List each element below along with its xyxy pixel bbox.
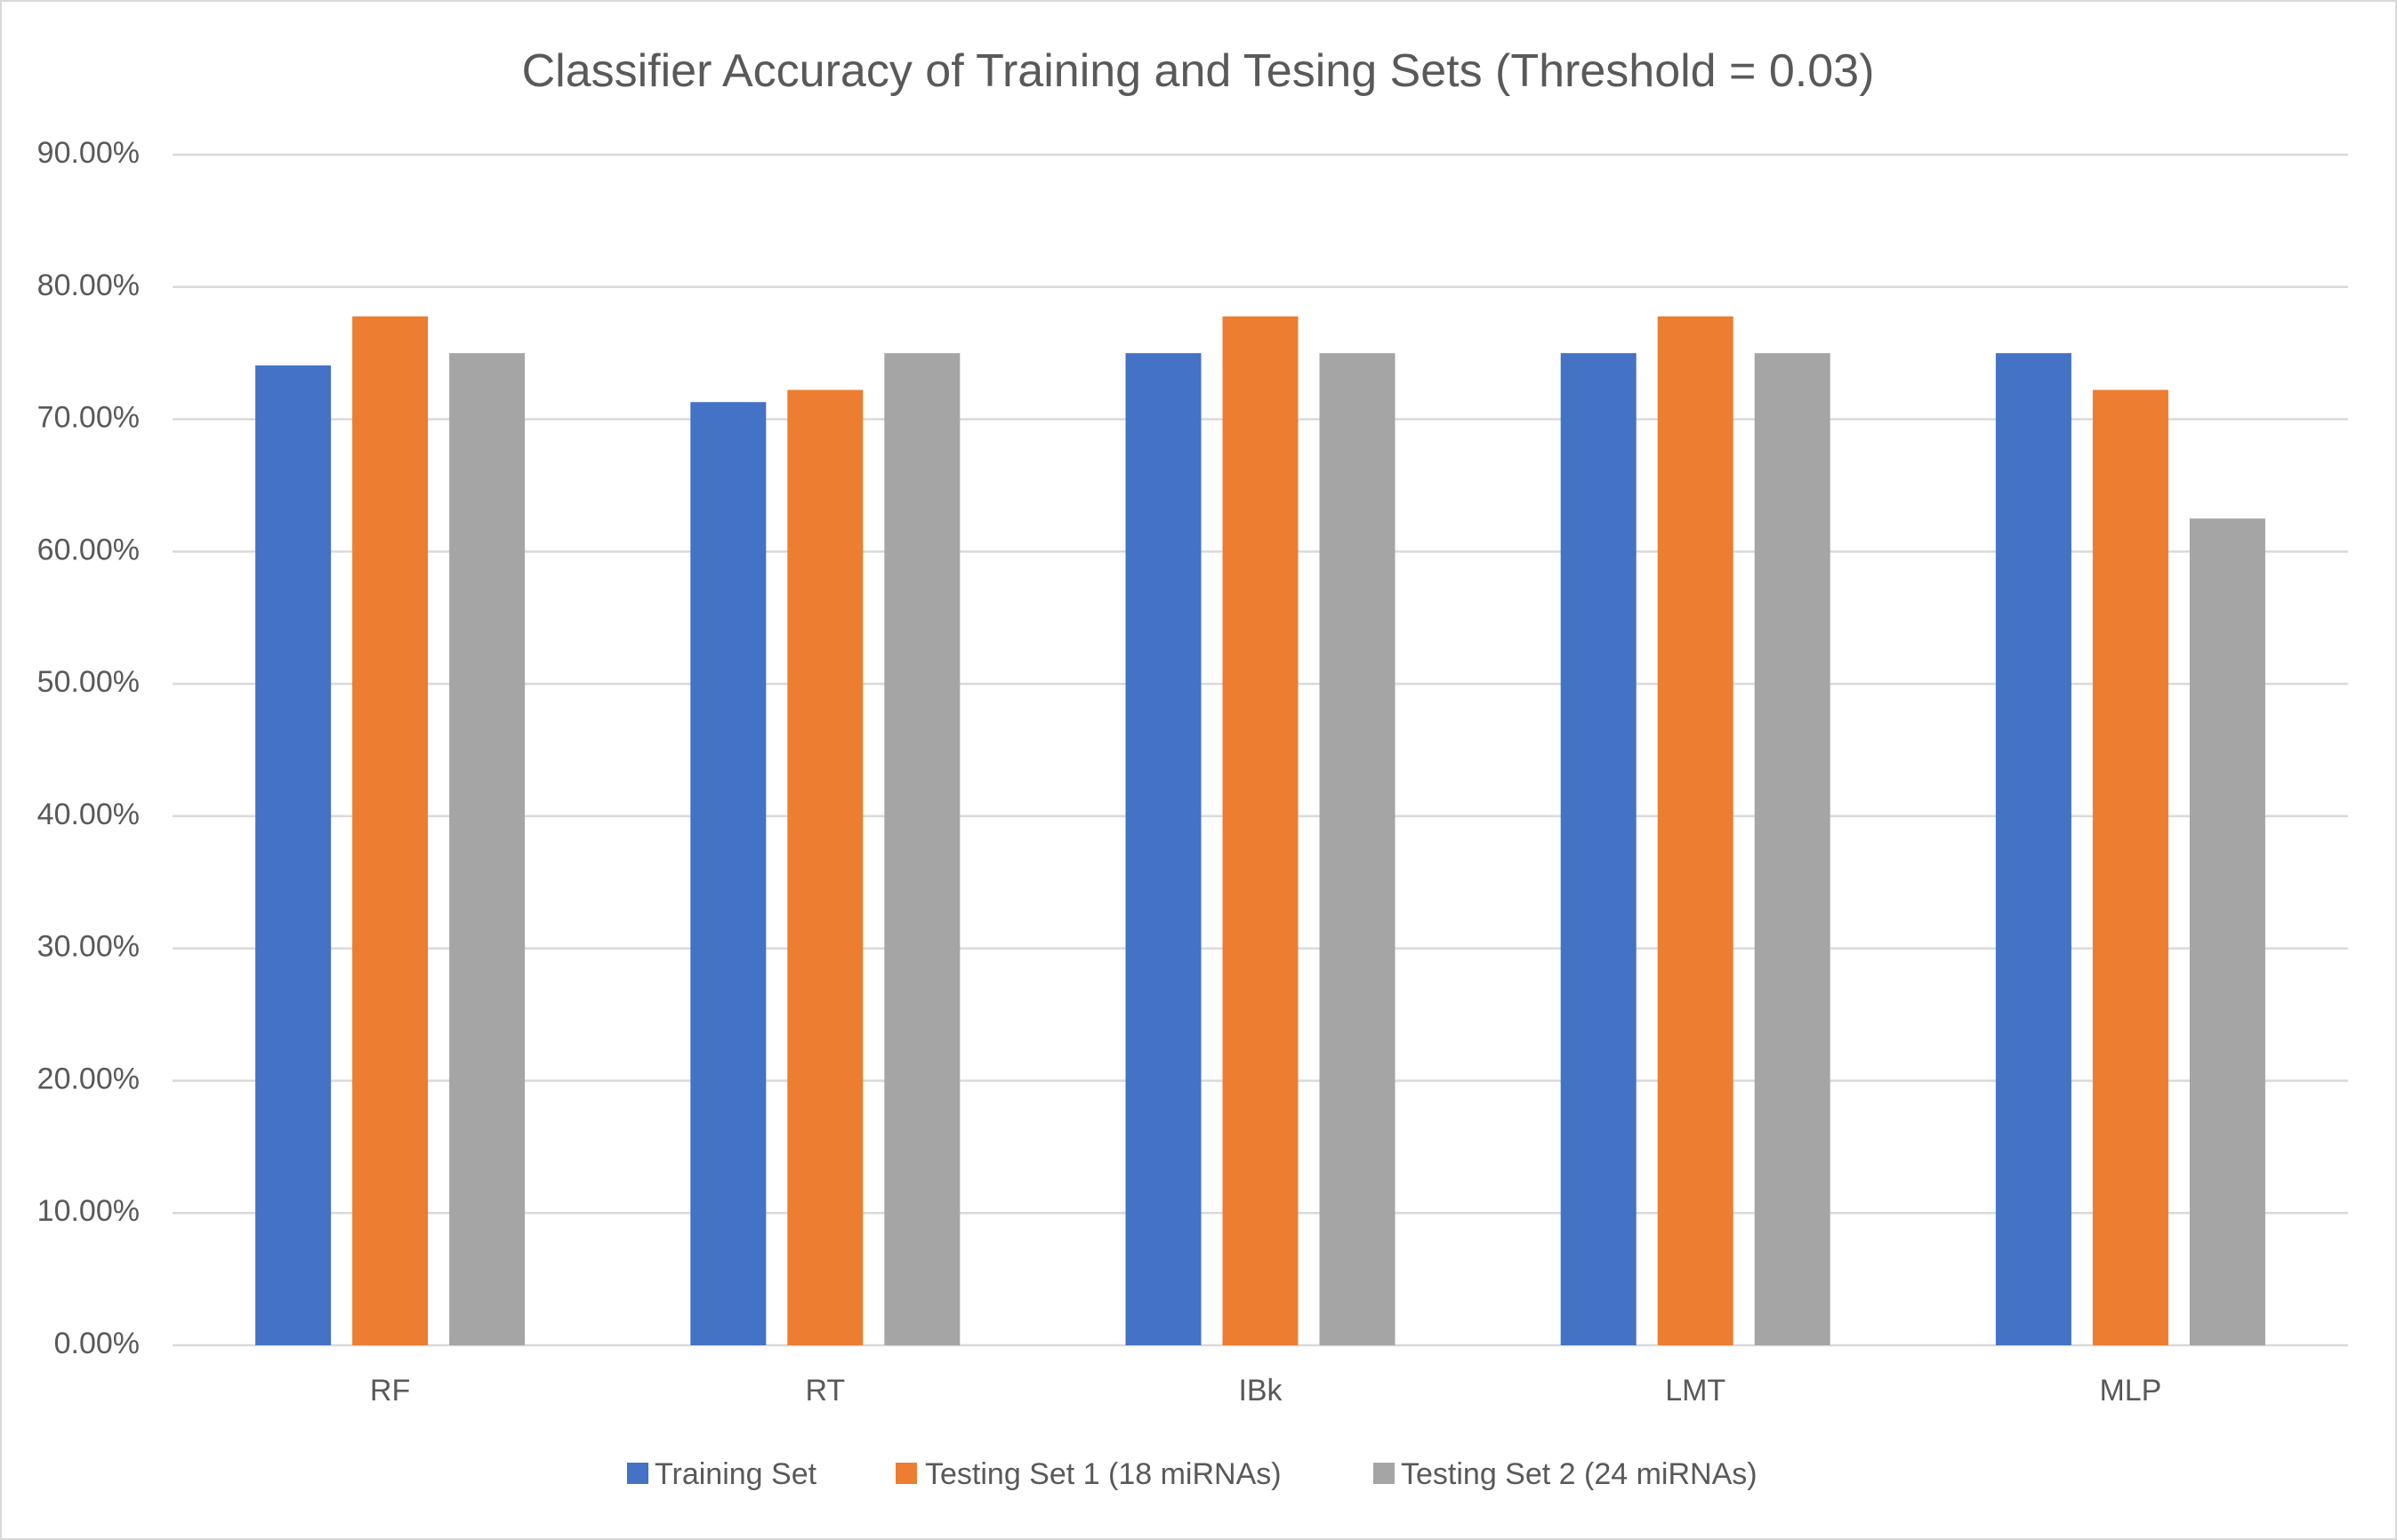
gridlines — [173, 153, 2348, 1347]
bar-mlp-training-set[interactable] — [1995, 353, 2071, 1346]
bar-rf-testing-set-2-24-mirnas[interactable] — [449, 353, 526, 1346]
bars — [255, 316, 2265, 1346]
legend-label-training-set: Training Set — [655, 1457, 817, 1491]
y-tick-label: 50.00% — [37, 665, 140, 699]
chart-title: Classifier Accuracy of Training and Tesi… — [522, 45, 1875, 97]
legend-item-testing-set-1[interactable]: Testing Set 1 (18 miRNAs) — [896, 1457, 1282, 1491]
y-tick-label: 80.00% — [37, 269, 140, 302]
bar-rt-testing-set-1-18-mirnas[interactable] — [787, 389, 864, 1346]
x-tick-label: RF — [370, 1374, 410, 1408]
bar-lmt-testing-set-1-18-mirnas[interactable] — [1657, 316, 1733, 1346]
legend-swatch-testing-set-2 — [1373, 1463, 1395, 1484]
legend-swatch-testing-set-1 — [896, 1463, 917, 1484]
y-tick-label: 90.00% — [37, 136, 140, 170]
y-tick-label: 40.00% — [37, 798, 140, 831]
y-tick-label: 60.00% — [37, 533, 140, 566]
legend-label-testing-set-1: Testing Set 1 (18 miRNAs) — [925, 1457, 1282, 1491]
y-tick-label: 20.00% — [37, 1062, 140, 1095]
bar-rt-training-set[interactable] — [690, 402, 767, 1345]
y-tick-label: 30.00% — [37, 930, 140, 964]
x-tick-label: LMT — [1665, 1374, 1725, 1408]
bar-ibk-training-set[interactable] — [1125, 353, 1202, 1346]
y-tick-label: 10.00% — [37, 1194, 140, 1228]
bar-rf-training-set[interactable] — [255, 365, 332, 1346]
x-tick-label: IBk — [1238, 1374, 1283, 1408]
bar-rf-testing-set-1-18-mirnas[interactable] — [352, 316, 429, 1346]
x-tick-label: RT — [805, 1374, 845, 1408]
legend-item-testing-set-2[interactable]: Testing Set 2 (24 miRNAs) — [1373, 1457, 1758, 1491]
bar-lmt-testing-set-2-24-mirnas[interactable] — [1754, 353, 1830, 1346]
x-axis-labels: RF RT IBk LMT MLP — [370, 1374, 2161, 1408]
legend-swatch-training-set — [627, 1463, 648, 1484]
y-axis-labels: 0.00% 10.00% 20.00% 30.00% 40.00% 50.00% 60.00… — [37, 136, 140, 1360]
bar-ibk-testing-set-1-18-mirnas[interactable] — [1222, 316, 1299, 1346]
legend-item-training-set[interactable]: Training Set — [627, 1457, 817, 1491]
bar-rt-testing-set-2-24-mirnas[interactable] — [884, 353, 961, 1346]
legend-label-testing-set-2: Testing Set 2 (24 miRNAs) — [1401, 1457, 1758, 1491]
bar-lmt-training-set[interactable] — [1560, 353, 1637, 1346]
bar-mlp-testing-set-2-24-mirnas[interactable] — [2189, 518, 2265, 1345]
y-tick-label: 0.00% — [54, 1327, 140, 1360]
x-tick-label: MLP — [2099, 1374, 2161, 1408]
y-tick-label: 70.00% — [37, 401, 140, 435]
bar-ibk-testing-set-2-24-mirnas[interactable] — [1319, 353, 1396, 1346]
bar-mlp-testing-set-1-18-mirnas[interactable] — [2092, 389, 2168, 1346]
legend: Training Set Testing Set 1 (18 miRNAs) T… — [627, 1457, 1758, 1491]
